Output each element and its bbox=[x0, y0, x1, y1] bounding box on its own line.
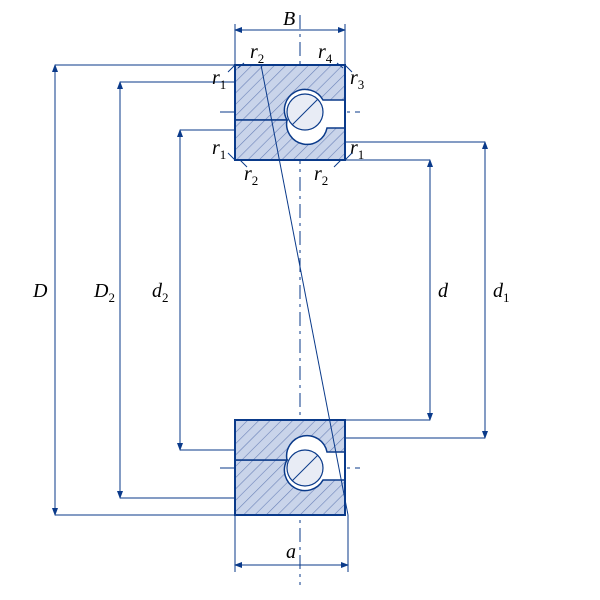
dim-a: a bbox=[235, 515, 348, 572]
svg-text:r3: r3 bbox=[350, 67, 364, 92]
svg-text:d2: d2 bbox=[152, 280, 169, 305]
label-d: d bbox=[438, 280, 449, 302]
svg-text:D2: D2 bbox=[93, 280, 115, 305]
svg-text:r1: r1 bbox=[350, 137, 364, 162]
label-D2: D bbox=[93, 280, 109, 302]
bearing-cross-section-diagram: B D D2 d2 d d1 a bbox=[0, 0, 600, 600]
svg-text:r1: r1 bbox=[212, 67, 226, 92]
bottom-section-clean bbox=[235, 420, 345, 515]
dim-d1: d1 bbox=[345, 142, 510, 438]
dim-D: D bbox=[32, 65, 235, 515]
label-B: B bbox=[283, 8, 295, 30]
dim-d2: d2 bbox=[152, 130, 235, 450]
top-section-clean bbox=[235, 65, 345, 160]
svg-text:r2: r2 bbox=[314, 163, 328, 188]
svg-text:r4: r4 bbox=[318, 41, 333, 66]
label-a: a bbox=[286, 541, 296, 563]
label-D: D bbox=[32, 280, 48, 302]
svg-text:r2: r2 bbox=[250, 41, 264, 66]
svg-text:d1: d1 bbox=[493, 280, 510, 305]
svg-text:r1: r1 bbox=[212, 137, 226, 162]
dim-d: d bbox=[345, 160, 449, 420]
